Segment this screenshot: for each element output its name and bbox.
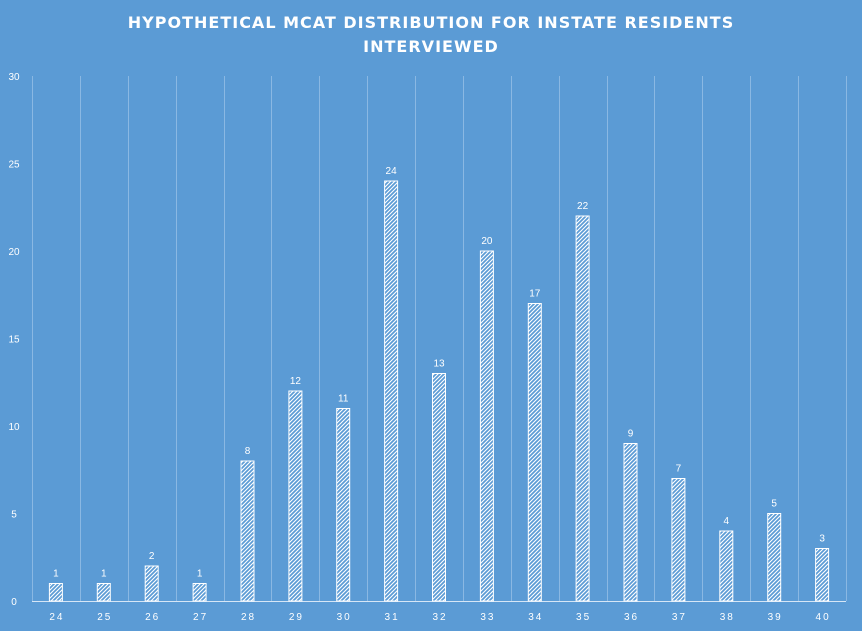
chart-title: HYPOTHETICAL MCAT DISTRIBUTION FOR INSTA… [0,11,862,59]
x-tick-label: 33 [480,612,495,623]
data-label: 1 [53,569,59,580]
bar [815,548,830,602]
x-tick-label: 26 [145,612,160,623]
data-label: 1 [101,569,107,580]
x-tick-label: 37 [672,612,687,623]
chart-title-line-2: INTERVIEWED [363,37,499,56]
data-label: 7 [676,464,682,475]
bar [527,303,542,602]
bar [96,583,111,602]
chart-title-line-1: HYPOTHETICAL MCAT DISTRIBUTION FOR INSTA… [127,13,735,32]
x-tick-label: 25 [97,612,112,623]
x-tick-label: 32 [432,612,447,623]
data-label: 5 [771,499,777,510]
bar [144,565,159,602]
data-label: 20 [481,236,493,247]
bar [384,180,399,602]
x-tick-label: 40 [816,612,831,623]
bar [432,373,446,602]
data-label: 8 [245,446,251,457]
data-label: 22 [577,201,589,212]
data-label: 24 [386,166,398,177]
bar [719,530,734,602]
x-tick-label: 27 [193,612,208,623]
y-tick-label: 5 [11,510,17,521]
bar [288,390,303,602]
y-tick-label: 0 [11,597,17,608]
x-tick-label: 38 [720,612,735,623]
x-tick-label: 39 [768,612,783,623]
x-tick-label: 30 [337,612,352,623]
x-tick-label: 34 [528,612,543,623]
data-label: 4 [724,516,730,527]
data-label: 2 [149,551,155,562]
x-tick-label: 35 [576,612,591,623]
x-tick-label: 24 [49,612,64,623]
bar [479,250,494,602]
bar [767,513,782,602]
data-label: 3 [819,534,825,545]
bar [671,478,686,602]
y-tick-label: 10 [8,422,20,433]
bar [240,460,255,602]
data-label: 13 [433,359,445,370]
bar [336,408,351,602]
y-tick-label: 15 [8,335,20,346]
data-label: 11 [338,394,349,405]
data-label: 17 [529,289,541,300]
x-tick-label: 36 [624,612,639,623]
y-tick-label: 25 [8,160,20,171]
data-label: 1 [197,569,203,580]
bar [623,443,638,602]
bar [48,583,63,602]
bar [192,583,207,602]
data-label: 9 [628,429,634,440]
x-tick-label: 29 [289,612,304,623]
y-tick-label: 30 [8,72,20,83]
x-tick-label: 31 [385,612,400,623]
y-tick-label: 20 [8,247,20,258]
bar [575,215,590,602]
data-label: 12 [290,376,302,387]
x-tick-label: 28 [241,612,256,623]
